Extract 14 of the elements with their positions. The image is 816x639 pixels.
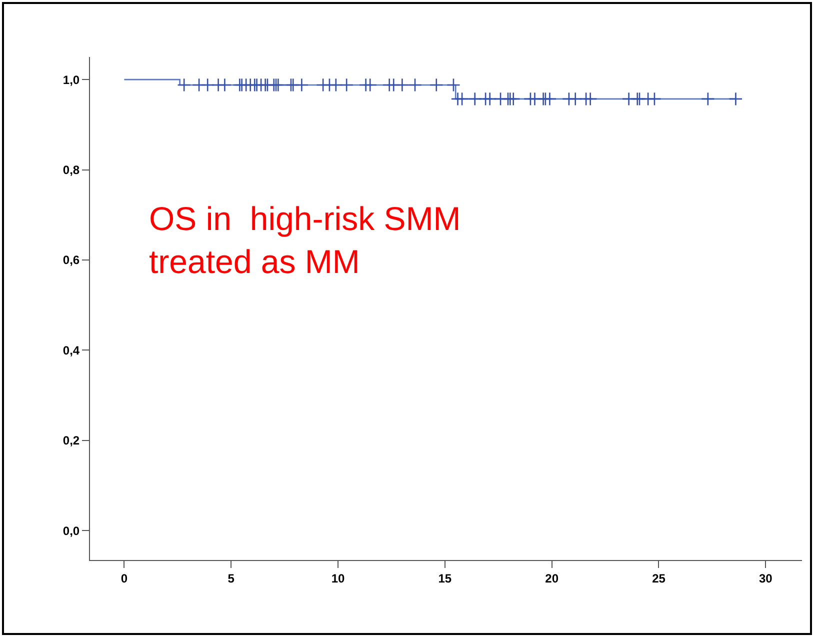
x-tick-label: 30 [758,571,773,586]
y-tick-label: 0,2 [62,434,80,448]
y-tick-label: 0,0 [62,524,80,538]
x-tick-label: 15 [438,571,452,586]
x-tick-label: 5 [228,571,235,586]
x-tick-label: 10 [331,571,346,586]
x-tick-label: 0 [120,571,128,586]
x-tick-label: 25 [652,571,666,586]
x-tick-label: 20 [545,571,559,586]
y-tick-label: 1,0 [62,72,80,87]
y-tick-label: 0,4 [62,343,80,358]
y-tick-label: 0,6 [62,253,80,268]
y-tick-label: 0,8 [62,162,80,177]
annotation: OS in high-risk SMM treated as MM [149,200,461,280]
